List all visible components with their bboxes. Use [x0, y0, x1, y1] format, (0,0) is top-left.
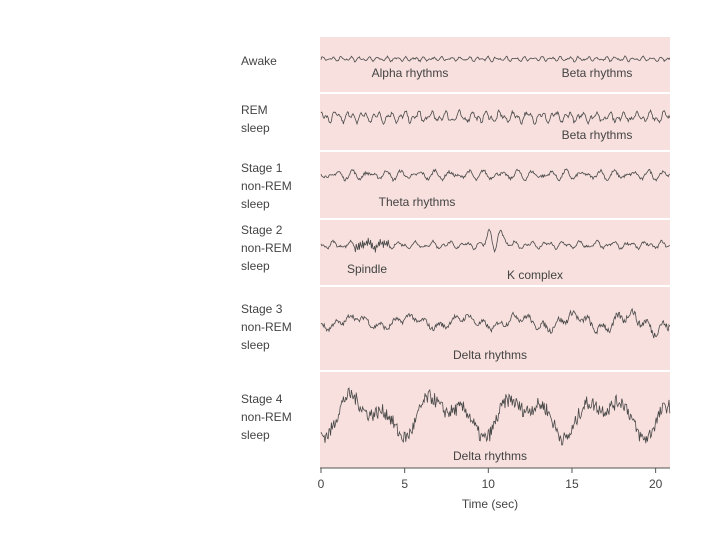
row-label: Stage 2 [241, 223, 283, 237]
eeg-trace [320, 307, 671, 339]
eeg-trace [320, 387, 671, 446]
row-label: REM [241, 103, 268, 117]
x-tick-label: 0 [318, 477, 325, 491]
row-label: Stage 1 [241, 161, 283, 175]
annotation: Alpha rhythms [372, 66, 449, 80]
separators [320, 92, 670, 372]
row-label: sleep [241, 259, 270, 273]
row-label: sleep [241, 338, 270, 352]
row-label: sleep [241, 197, 270, 211]
row-label: Stage 3 [241, 302, 283, 316]
annotation: Beta rhythms [562, 66, 633, 80]
annotation: K complex [507, 268, 563, 282]
x-axis-title: Time (sec) [462, 497, 518, 511]
row-label: non-REM [241, 241, 292, 255]
x-tick-label: 15 [565, 477, 579, 491]
annotation: Beta rhythms [562, 128, 633, 142]
annotation: Delta rhythms [453, 348, 527, 362]
x-tick-label: 5 [401, 477, 408, 491]
eeg-trace [320, 55, 671, 63]
row-label: non-REM [241, 320, 292, 334]
annotation: Spindle [347, 262, 387, 276]
annotation: Delta rhythms [453, 449, 527, 463]
row-label: non-REM [241, 410, 292, 424]
eeg-trace [320, 108, 671, 126]
annotation: Theta rhythms [379, 195, 456, 209]
x-tick-label: 20 [649, 477, 663, 491]
row-label: sleep [241, 428, 270, 442]
row-label: Awake [241, 54, 277, 68]
eeg-trace [320, 228, 671, 253]
eeg-trace [320, 168, 671, 183]
x-tick-label: 10 [482, 477, 496, 491]
row-label: non-REM [241, 179, 292, 193]
panel [320, 37, 670, 468]
row-label: Stage 4 [241, 392, 283, 406]
row-label: sleep [241, 121, 270, 135]
